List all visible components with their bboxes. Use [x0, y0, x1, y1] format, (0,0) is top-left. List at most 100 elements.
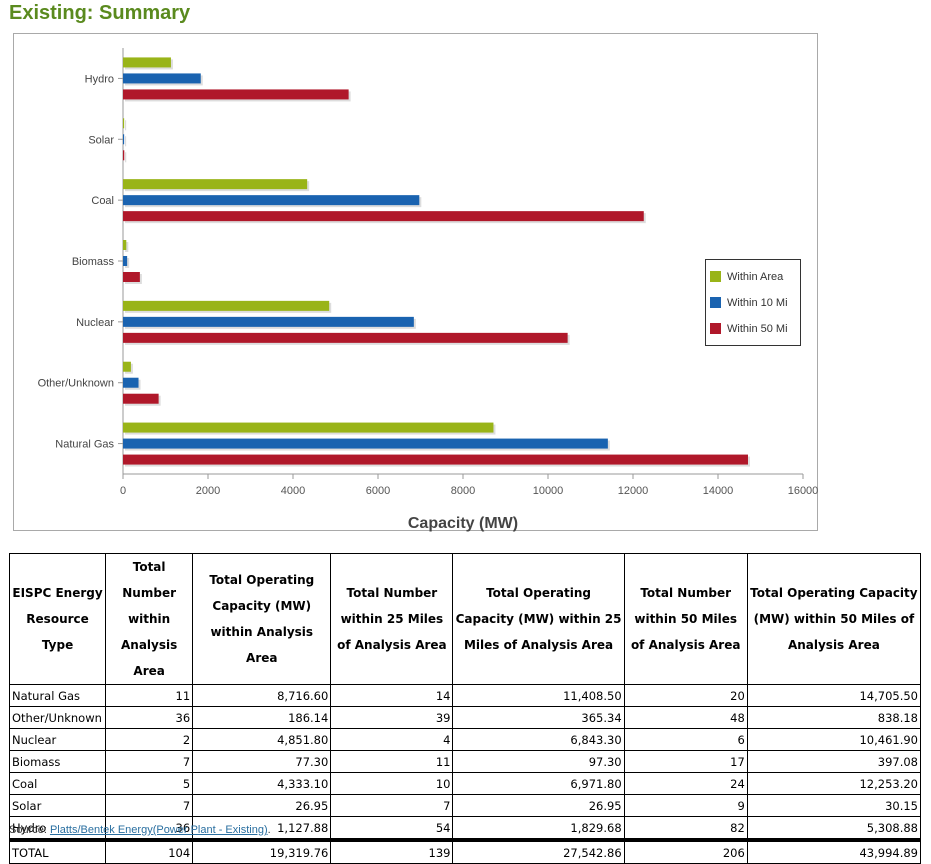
cell-number-50mi: 24	[623, 772, 748, 795]
table-row: Solar 7 26.95 7 26.95 9 30.15	[8, 794, 922, 817]
cell-capacity-50mi: 397.08	[746, 750, 922, 773]
bar-within-10-mi	[123, 316, 414, 327]
chart-legend: Within Area Within 10 Mi Within 50 Mi	[705, 259, 801, 346]
cell-capacity-25mi: 26.95	[452, 794, 625, 817]
bar-within-50-mi	[123, 150, 125, 161]
x-tick-label: 10000	[533, 485, 564, 497]
y-tick-label: Hydro	[85, 73, 114, 85]
source-note: Source: Platts/Bentek Energy(Power Plant…	[9, 824, 271, 836]
cell-capacity-area: 26.95	[192, 794, 332, 817]
source-suffix: .	[267, 824, 271, 836]
table-row: Other/Unknown 36 186.14 39 365.34 48 838.18	[8, 706, 922, 729]
x-axis-title: Capacity (MW)	[408, 515, 518, 532]
bar-within-50-mi	[123, 454, 748, 465]
bar-within-50-mi	[123, 332, 568, 343]
cell-number-area: 11	[105, 684, 194, 707]
cell-capacity-25mi: 11,408.50	[452, 684, 625, 707]
cell-capacity-25mi: 1,829.68	[452, 816, 625, 841]
bar-within-10-mi	[123, 195, 420, 206]
cell-capacity-50mi: 14,705.50	[746, 684, 922, 707]
x-tick-label: 0	[120, 485, 126, 497]
legend-item-within-10-mi: Within 10 Mi	[710, 296, 788, 310]
cell-capacity-area: 4,851.80	[192, 728, 332, 751]
cell-number-area: 36	[105, 706, 194, 729]
bar-within-10-mi	[123, 134, 125, 145]
total-number-50mi: 206	[623, 838, 748, 864]
cell-number-area: 2	[105, 728, 194, 751]
bar-within-area	[123, 422, 494, 433]
bar-shadow	[125, 136, 127, 147]
cell-capacity-area: 186.14	[192, 706, 332, 729]
legend-item-within-50-mi: Within 50 Mi	[710, 322, 788, 336]
y-tick-label: Nuclear	[76, 317, 114, 329]
bar-within-10-mi	[123, 438, 608, 449]
cell-number-area: 7	[105, 750, 194, 773]
cell-capacity-area: 1,127.88	[192, 816, 332, 841]
y-tick-label: Biomass	[72, 256, 115, 268]
cell-number-25mi: 10	[330, 772, 454, 795]
table-row: Natural Gas 11 8,716.60 14 11,408.50 20 14,705…	[8, 684, 922, 707]
cell-number-50mi: 9	[623, 794, 748, 817]
cell-capacity-25mi: 6,971.80	[452, 772, 625, 795]
bar-within-50-mi	[123, 393, 159, 404]
table-row: Coal 5 4,333.10 10 6,971.80 24 12,253.20	[8, 772, 922, 795]
cell-capacity-50mi: 5,308.88	[746, 816, 922, 841]
cell-capacity-area: 77.30	[192, 750, 332, 773]
bar-within-10-mi	[123, 73, 201, 84]
cell-number-50mi: 48	[623, 706, 748, 729]
legend-label-within-50-mi: Within 50 Mi	[727, 323, 788, 335]
legend-label-within-10-mi: Within 10 Mi	[727, 297, 788, 309]
table-row: Biomass 7 77.30 11 97.30 17 397.08	[8, 750, 922, 773]
table-row: Hydro 36 1,127.88 54 1,829.68 82 5,308.88	[8, 816, 922, 841]
cell-number-25mi: 11	[330, 750, 454, 773]
cell-capacity-25mi: 365.34	[452, 706, 625, 729]
cell-number-50mi: 82	[623, 816, 748, 841]
cell-number-25mi: 4	[330, 728, 454, 751]
cell-number-25mi: 7	[330, 794, 454, 817]
header-number-area: Total Number within Analysis Area	[105, 553, 194, 685]
cell-resource-type: Nuclear	[8, 728, 107, 751]
cell-number-area: 7	[105, 794, 194, 817]
cell-capacity-area: 4,333.10	[192, 772, 332, 795]
cell-number-area: 36	[105, 816, 194, 841]
table-header-row: EISPC Energy Resource Type Total Number …	[8, 553, 922, 685]
cell-resource-type: Other/Unknown	[8, 706, 107, 729]
cell-capacity-50mi: 10,461.90	[746, 728, 922, 751]
capacity-bar-chart: 0 2000 4000 6000 8000 10000 12000 14000 16000 Hyd…	[38, 48, 819, 532]
y-tick-label: Solar	[88, 134, 114, 146]
cell-resource-type: Biomass	[8, 750, 107, 773]
bar-within-area	[123, 300, 330, 311]
bar-shadow	[125, 120, 127, 131]
table-total-row: TOTAL 104 19,319.76 139 27,542.86 206 43…	[8, 838, 922, 864]
chart-panel: 0 2000 4000 6000 8000 10000 12000 14000 16000 Hyd…	[13, 33, 819, 532]
cell-number-25mi: 39	[330, 706, 454, 729]
legend-swatch-within-50-mi	[710, 323, 721, 334]
y-tick-label: Coal	[91, 195, 114, 207]
cell-capacity-50mi: 30.15	[746, 794, 922, 817]
cell-capacity-area: 8,716.60	[192, 684, 332, 707]
bar-within-10-mi	[123, 377, 139, 388]
x-tick-label: 16000	[788, 485, 819, 497]
cell-resource-type: Natural Gas	[8, 684, 107, 707]
bar-within-area	[123, 179, 308, 190]
x-tick-label: 12000	[618, 485, 649, 497]
cell-number-50mi: 6	[623, 728, 748, 751]
header-capacity-50mi: Total Operating Capacity (MW) within 50 …	[746, 553, 922, 685]
x-tick-label: 6000	[366, 485, 390, 497]
source-label: Source:	[9, 824, 50, 836]
x-tick-label: 8000	[451, 485, 475, 497]
total-label: TOTAL	[8, 838, 107, 864]
x-tick-label: 2000	[196, 485, 220, 497]
bar-shadow	[125, 242, 129, 252]
source-link[interactable]: Platts/Bentek Energy(Power Plant - Exist…	[49, 824, 268, 836]
x-tick-label: 14000	[703, 485, 734, 497]
x-tick-label: 4000	[281, 485, 305, 497]
total-number-25mi: 139	[330, 838, 454, 864]
cell-capacity-50mi: 12,253.20	[746, 772, 922, 795]
total-capacity-25mi: 27,542.86	[452, 838, 625, 864]
header-capacity-area: Total Operating Capacity (MW) within Ana…	[192, 553, 332, 685]
bar-within-50-mi	[123, 272, 140, 282]
legend-swatch-within-area	[710, 271, 721, 282]
cell-capacity-25mi: 97.30	[452, 750, 625, 773]
header-number-25mi: Total Number within 25 Miles of Analysis…	[330, 553, 454, 685]
